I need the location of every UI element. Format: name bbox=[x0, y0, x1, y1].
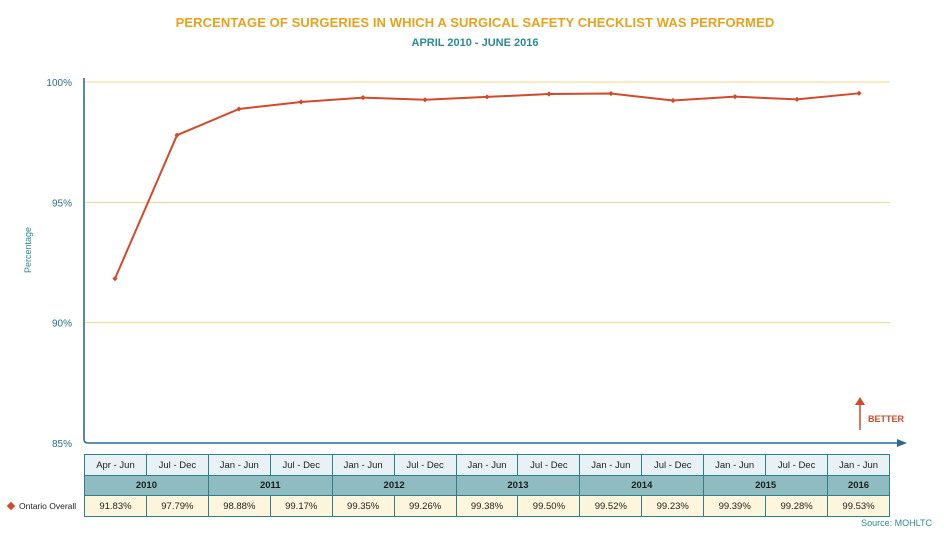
value-cell: 99.23% bbox=[641, 495, 705, 517]
data-point bbox=[422, 97, 428, 103]
value-cell: 99.39% bbox=[703, 495, 767, 517]
diamond-marker-icon bbox=[6, 502, 16, 511]
value-cell: 99.26% bbox=[393, 495, 457, 517]
period-cell: Jul - Dec bbox=[765, 454, 829, 476]
value-cell: 91.83% bbox=[84, 495, 147, 517]
series-line bbox=[114, 92, 860, 280]
better-label: BETTER bbox=[868, 414, 904, 424]
data-point bbox=[608, 90, 614, 97]
period-cell: Jan - Jun bbox=[455, 454, 519, 476]
value-cell: 99.17% bbox=[269, 495, 333, 517]
data-point bbox=[732, 94, 738, 100]
y-tick-label: 90% bbox=[52, 319, 72, 330]
legend-entry: Ontario Overall bbox=[6, 499, 76, 513]
year-cell: 2012 bbox=[331, 475, 457, 496]
data-point bbox=[360, 95, 366, 101]
data-point bbox=[174, 132, 180, 138]
period-cell: Jul - Dec bbox=[641, 454, 705, 476]
period-cell: Jul - Dec bbox=[269, 454, 333, 476]
year-cell: 2011 bbox=[207, 475, 333, 496]
value-cell: 99.52% bbox=[579, 495, 643, 517]
legend-series-name: Ontario Overall bbox=[19, 501, 77, 511]
period-cell: Jan - Jun bbox=[579, 454, 643, 476]
period-row: Apr - Jun Jul - Dec Jan - Jun Jul - Dec Jan … bbox=[84, 454, 890, 476]
year-cell: 2016 bbox=[827, 475, 890, 496]
y-tick-label: 95% bbox=[52, 198, 72, 209]
data-point bbox=[298, 99, 304, 105]
data-point bbox=[484, 94, 490, 100]
value-cell: 99.38% bbox=[455, 495, 519, 517]
y-tick-label: 100% bbox=[46, 78, 72, 89]
year-cell: 2014 bbox=[579, 475, 705, 496]
data-point bbox=[670, 97, 676, 104]
value-cell: 99.35% bbox=[331, 495, 395, 517]
better-arrowhead-icon bbox=[855, 397, 865, 405]
axis-line bbox=[83, 78, 900, 444]
chart-subtitle: APRIL 2010 - JUNE 2016 bbox=[411, 37, 539, 49]
value-row: 91.83% 97.79% 98.88% 99.17% 99.35% 99.26% 99.3… bbox=[84, 495, 890, 517]
data-point bbox=[236, 106, 242, 112]
data-point bbox=[794, 96, 800, 102]
value-cell: 99.50% bbox=[517, 495, 581, 517]
year-cell: 2015 bbox=[703, 475, 829, 496]
source-note: Source: MOHLTC bbox=[861, 518, 932, 528]
axis-arrowhead-icon bbox=[897, 439, 907, 447]
value-cell: 99.53% bbox=[827, 495, 890, 517]
value-cell: 97.79% bbox=[145, 495, 209, 517]
period-cell: Apr - Jun bbox=[84, 454, 147, 476]
year-cell: 2010 bbox=[84, 475, 209, 496]
period-cell: Jan - Jun bbox=[703, 454, 767, 476]
period-cell: Jan - Jun bbox=[827, 454, 890, 476]
period-cell: Jan - Jun bbox=[331, 454, 395, 476]
data-point bbox=[546, 91, 552, 97]
chart-title: PERCENTAGE OF SURGERIES IN WHICH A SURGI… bbox=[175, 15, 775, 30]
value-cell: 98.88% bbox=[207, 495, 271, 517]
y-tick-label: 85% bbox=[52, 439, 72, 450]
year-row: 2010 2011 2012 2013 2014 2015 2016 bbox=[84, 475, 890, 496]
value-cell: 99.28% bbox=[765, 495, 829, 517]
data-point bbox=[112, 276, 118, 282]
data-point bbox=[856, 90, 862, 96]
year-cell: 2013 bbox=[455, 475, 581, 496]
data-table: Apr - Jun Jul - Dec Jan - Jun Jul - Dec Jan … bbox=[84, 454, 890, 517]
period-cell: Jul - Dec bbox=[393, 454, 457, 476]
period-cell: Jul - Dec bbox=[517, 454, 581, 476]
period-cell: Jan - Jun bbox=[207, 454, 271, 476]
period-cell: Jul - Dec bbox=[145, 454, 209, 476]
